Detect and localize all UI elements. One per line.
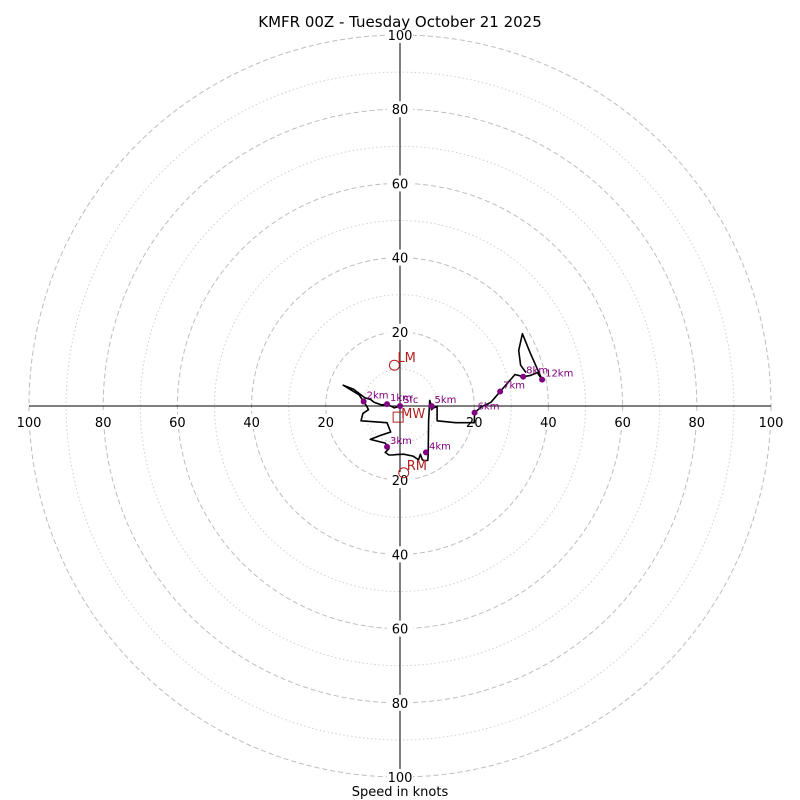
- motion-label: MW: [401, 407, 425, 422]
- y-tick-label: 40: [392, 548, 409, 563]
- tick-label-bg: [535, 414, 562, 429]
- y-tick-label: 60: [392, 177, 409, 192]
- tick-label-bg: [16, 414, 42, 429]
- x-axis-label: Speed in knots: [352, 785, 449, 800]
- height-marker: [520, 373, 527, 380]
- x-tick-label: 60: [169, 416, 186, 431]
- tick-labels: 100 80 60 40 20 20 40 60 80 100100806040202040608…: [16, 27, 784, 786]
- height-marker: [384, 401, 391, 408]
- x-tick-label: 40: [243, 416, 260, 431]
- storm-motion-marker: [398, 467, 410, 479]
- height-marker: [471, 409, 478, 416]
- tick-label-bg: [164, 414, 191, 429]
- height-marker-label: 3km: [390, 436, 412, 447]
- tick-label-bg: [387, 175, 413, 192]
- height-marker-label: 2km: [367, 391, 389, 402]
- tick-label-bg: [387, 101, 413, 118]
- storm-motion-marker: [388, 359, 400, 371]
- x-tick-label: 60: [614, 416, 631, 431]
- tick-label-bg: [387, 620, 413, 637]
- height-marker-label: 8km: [526, 366, 548, 377]
- tick-label-bg: [387, 27, 413, 43]
- height-marker: [539, 376, 546, 383]
- y-tick-label: 80: [392, 103, 409, 118]
- height-marker: [428, 403, 435, 409]
- height-marker: [360, 398, 367, 405]
- y-tick-label: 60: [392, 623, 409, 638]
- tick-label-bg: [312, 414, 339, 429]
- tick-label-bg: [609, 414, 636, 429]
- motion-label: LM: [397, 351, 415, 366]
- height-marker-label: Sfc: [403, 395, 418, 406]
- x-tick-label: 40: [540, 416, 557, 431]
- height-marker: [397, 403, 403, 409]
- mean-wind-marker: [392, 411, 404, 423]
- x-tick-label: 80: [689, 416, 706, 431]
- x-tick-label: 20: [318, 416, 335, 431]
- tick-label-bg: [238, 414, 265, 429]
- tick-label-bg: [758, 414, 784, 429]
- tick-label-bg: [387, 323, 413, 340]
- tick-label-bg: [387, 769, 413, 785]
- y-tick-label: 40: [392, 252, 409, 267]
- height-marker-label: 12km: [545, 369, 573, 380]
- tick-label-bg: [387, 472, 413, 489]
- x-tick-label: 100: [17, 416, 42, 431]
- storm-motion-markers: LM RM MW: [388, 351, 427, 479]
- x-tick-label: 80: [95, 416, 112, 431]
- tick-label-bg: [387, 694, 413, 711]
- motion-label: RM: [407, 459, 427, 474]
- x-tick-label: 100: [759, 416, 784, 431]
- height-marker-label: 4km: [429, 441, 451, 452]
- y-tick-label: 100: [388, 771, 413, 786]
- tick-label-bg: [387, 249, 413, 266]
- tick-label-bg: [387, 546, 413, 563]
- y-tick-label: 100: [388, 29, 413, 44]
- height-marker-label: 1km: [390, 393, 412, 404]
- height-marker-label: 7km: [503, 381, 525, 392]
- chart-title: KMFR 00Z - Tuesday October 21 2025: [258, 13, 542, 31]
- height-marker-label: 5km: [435, 395, 457, 406]
- height-marker: [497, 388, 504, 395]
- y-tick-label: 80: [392, 697, 409, 712]
- height-marker: [384, 443, 391, 450]
- height-marker: [422, 449, 429, 456]
- tick-label-bg: [683, 414, 710, 429]
- height-marker-label: 6km: [478, 402, 500, 413]
- tick-label-bg: [90, 414, 117, 429]
- y-tick-label: 20: [392, 326, 409, 341]
